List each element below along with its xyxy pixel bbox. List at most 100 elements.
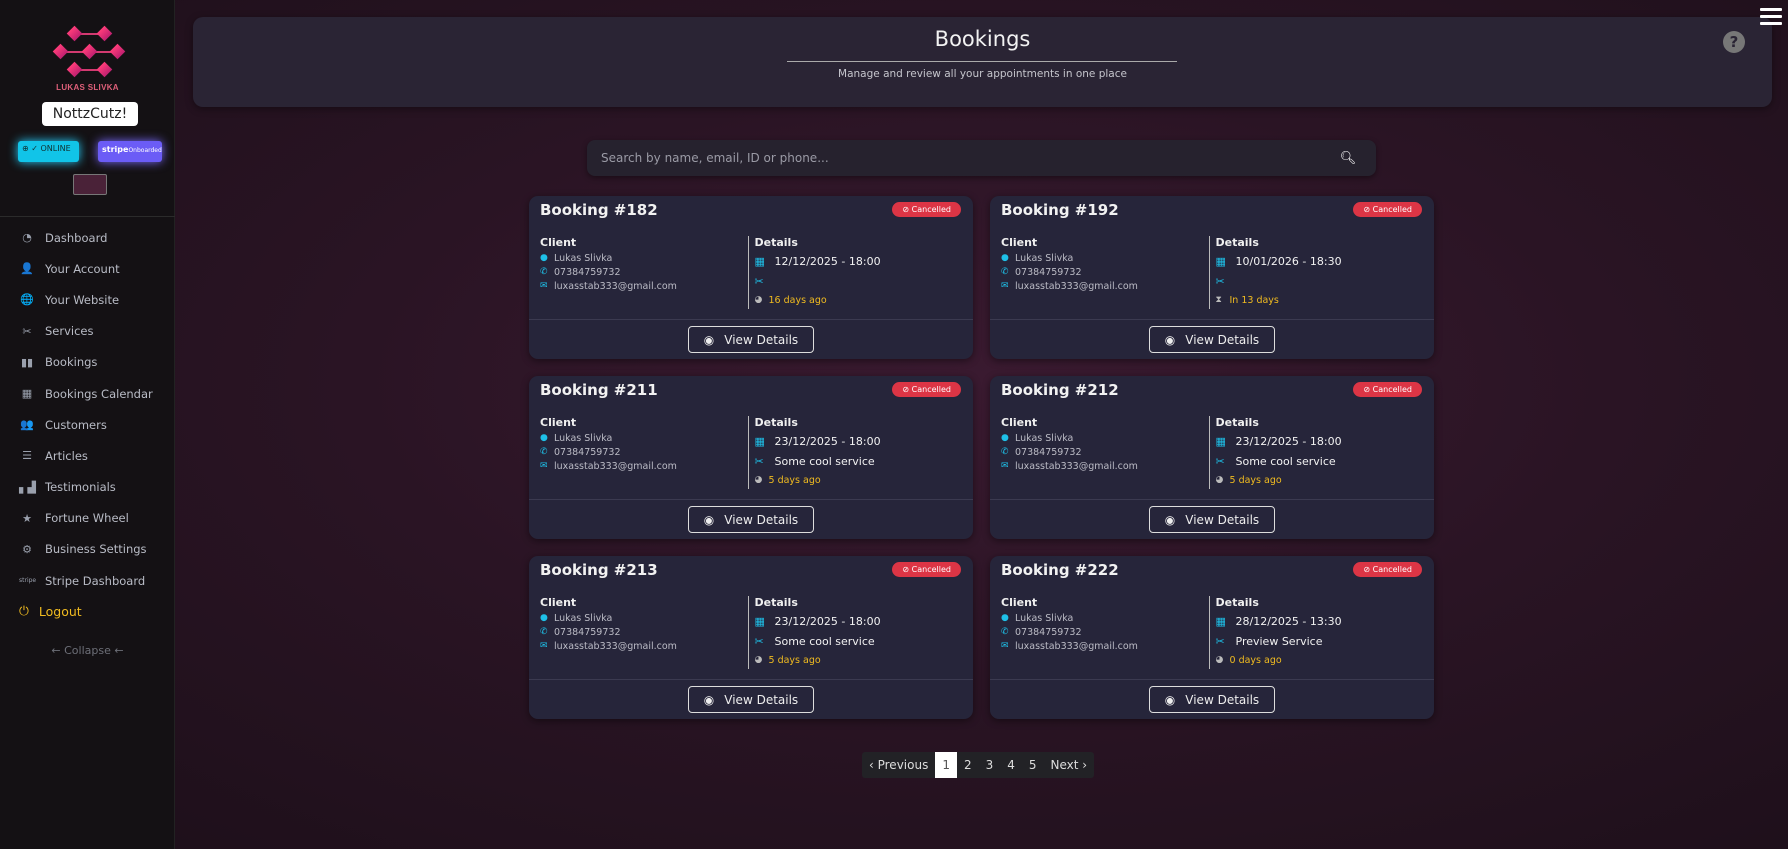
clock-icon: ◕: [754, 655, 763, 665]
view-details-label: View Details: [1185, 692, 1260, 707]
sidebar-item-your-website[interactable]: 🌐 Your Website: [0, 284, 175, 315]
details-section: Details ▦ 10/01/2026 - 18:30 ✂ ⧗ In 13 day…: [1208, 236, 1424, 309]
scissors-icon: ✂: [754, 634, 764, 648]
sidebar-item-stripe-dashboard[interactable]: stripe Stripe Dashboard: [0, 565, 175, 596]
booking-service: Preview Service: [1235, 634, 1323, 648]
phone-icon: ✆: [1001, 627, 1009, 637]
sidebar-item-your-account[interactable]: 👤 Your Account: [0, 253, 175, 284]
previous-page-button[interactable]: ‹ Previous: [869, 758, 929, 772]
client-email: luxasstab333@gmail.com: [1015, 280, 1138, 292]
eye-icon: ◉: [1164, 692, 1176, 707]
booking-relative-time: In 13 days: [1229, 294, 1279, 306]
search-icon[interactable]: 🔍︎: [1339, 150, 1357, 166]
eye-icon: ◉: [1164, 332, 1176, 347]
booking-title: Booking #192: [1001, 201, 1119, 219]
details-section: Details ▦ 28/12/2025 - 13:30 ✂ Preview Ser…: [1208, 596, 1424, 669]
client-section: Client ● Lukas Slivka ✆ 07384759732 ✉ luxas…: [1001, 416, 1209, 489]
booking-title: Booking #212: [1001, 381, 1119, 399]
view-details-button[interactable]: ◉ View Details: [1149, 326, 1275, 353]
scissors-icon: ✂: [754, 454, 764, 468]
booking-datetime: 23/12/2025 - 18:00: [774, 434, 881, 448]
stripe-badge[interactable]: stripeOnboarded: [98, 141, 162, 162]
ban-icon: ⊘: [902, 205, 912, 214]
page-title: Bookings: [934, 27, 1031, 51]
client-label: Client: [540, 236, 577, 249]
clock-icon: ◕: [1215, 475, 1224, 485]
next-page-button[interactable]: Next ›: [1050, 758, 1088, 772]
sidebar-item-dashboard[interactable]: ◔ Dashboard: [0, 222, 175, 253]
sidebar-item-label: Your Account: [45, 261, 120, 276]
theme-color-swatch[interactable]: [73, 174, 107, 195]
status-label: Cancelled: [911, 205, 951, 214]
user-icon: ●: [1001, 253, 1009, 263]
details-section: Details ▦ 12/12/2025 - 18:00 ✂ ◕ 16 days a…: [747, 236, 963, 309]
calendar-icon: ▦: [1215, 254, 1226, 268]
sidebar-item-customers[interactable]: 👥 Customers: [0, 409, 175, 440]
search-input[interactable]: [601, 151, 1334, 165]
view-details-button[interactable]: ◉ View Details: [688, 506, 814, 533]
status-label: Cancelled: [911, 385, 951, 394]
booking-card: Booking #212 ⊘ Cancelled Client ● Lukas S…: [990, 376, 1434, 539]
sidebar-item-services[interactable]: ✂ Services: [0, 316, 175, 347]
power-icon: ⏻: [19, 603, 29, 618]
sidebar-item-label: Bookings: [45, 355, 98, 370]
booking-datetime: 12/12/2025 - 18:00: [774, 254, 881, 268]
search-bar: 🔍︎: [587, 140, 1376, 176]
hamburger-menu-icon[interactable]: [1760, 8, 1782, 26]
globe-icon: 🌐: [20, 293, 34, 307]
calendar-icon: ▦: [1215, 434, 1226, 448]
brand-name: LUKAS SLIVKA: [56, 83, 119, 92]
help-icon[interactable]: ?: [1723, 31, 1745, 53]
client-email: luxasstab333@gmail.com: [554, 460, 677, 472]
online-badge[interactable]: ⊕ ✓ ONLINE: [18, 141, 79, 162]
sidebar-item-bookings[interactable]: ▮▮ Bookings: [0, 347, 175, 378]
client-phone: 07384759732: [1015, 266, 1082, 278]
hourglass-icon: ⧗: [1215, 295, 1222, 305]
view-details-button[interactable]: ◉ View Details: [1149, 686, 1275, 713]
calendar-icon: ▦: [1215, 614, 1226, 628]
sidebar-item-bookings-calendar[interactable]: ▦ Bookings Calendar: [0, 378, 175, 409]
eye-icon: ◉: [703, 512, 715, 527]
booking-card: Booking #211 ⊘ Cancelled Client ● Lukas S…: [529, 376, 973, 539]
scissors-icon: ✂: [1215, 634, 1225, 648]
sidebar-item-label: Services: [45, 324, 94, 339]
client-phone: 07384759732: [554, 266, 621, 278]
sidebar-item-label: Business Settings: [45, 542, 147, 557]
logout-button[interactable]: ⏻ Logout: [19, 603, 82, 619]
status-badge: ⊘ Cancelled: [892, 562, 961, 577]
client-label: Client: [1001, 236, 1038, 249]
user-icon: ●: [540, 253, 548, 263]
envelope-icon: ✉: [1001, 461, 1009, 471]
view-details-button[interactable]: ◉ View Details: [688, 686, 814, 713]
page-button-2[interactable]: 2: [963, 758, 972, 772]
envelope-icon: ✉: [540, 641, 548, 651]
view-details-button[interactable]: ◉ View Details: [688, 326, 814, 353]
collapse-button[interactable]: ← Collapse ←: [51, 644, 124, 657]
page-button-3[interactable]: 3: [985, 758, 994, 772]
sidebar-item-articles[interactable]: ☰ Articles: [0, 440, 175, 471]
divider: [0, 216, 175, 217]
client-email: luxasstab333@gmail.com: [1015, 460, 1138, 472]
sidebar-item-label: Stripe Dashboard: [45, 573, 146, 588]
booking-datetime: 28/12/2025 - 13:30: [1235, 614, 1342, 628]
status-label: Cancelled: [911, 565, 951, 574]
page-subtitle: Manage and review all your appointments …: [838, 68, 1127, 80]
sidebar-item-testimonials[interactable]: ▖▟ Testimonials: [0, 472, 175, 503]
star-icon: ★: [22, 511, 32, 525]
clock-icon: ◕: [754, 475, 763, 485]
envelope-icon: ✉: [1001, 281, 1009, 291]
view-details-label: View Details: [1185, 332, 1260, 347]
sidebar-item-business-settings[interactable]: ⚙ Business Settings: [0, 534, 175, 565]
view-details-button[interactable]: ◉ View Details: [1149, 506, 1275, 533]
booking-card: Booking #182 ⊘ Cancelled Client ● Lukas S…: [529, 196, 973, 359]
page-button-5[interactable]: 5: [1028, 758, 1037, 772]
details-label: Details: [754, 416, 798, 429]
sidebar-item-label: Articles: [45, 448, 88, 463]
page-button-1[interactable]: 1: [935, 752, 957, 778]
sidebar-item-fortune-wheel[interactable]: ★ Fortune Wheel: [0, 503, 175, 534]
view-details-label: View Details: [724, 512, 799, 527]
bookings-grid: Booking #182 ⊘ Cancelled Client ● Lukas S…: [529, 196, 1434, 719]
client-name: Lukas Slivka: [1015, 252, 1074, 264]
book-icon: ▮▮: [20, 355, 34, 369]
page-button-4[interactable]: 4: [1007, 758, 1015, 772]
